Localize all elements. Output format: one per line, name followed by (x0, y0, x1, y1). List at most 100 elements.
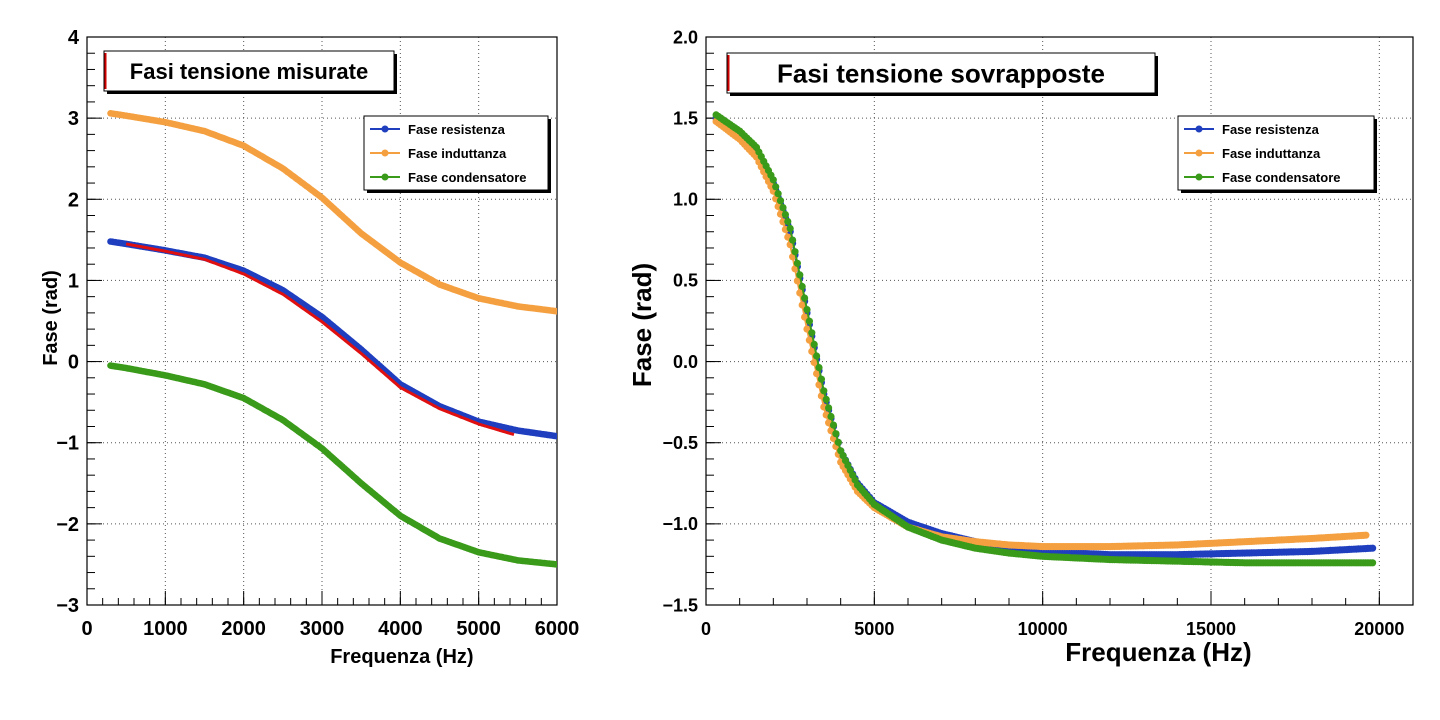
y-tick-label: −0.5 (662, 433, 698, 453)
legend-marker (1195, 173, 1203, 181)
x-tick-label: 1000 (143, 618, 188, 640)
data-point (1369, 559, 1377, 567)
data-point (820, 387, 828, 395)
plot-area (107, 110, 557, 568)
y-tick-label: −1 (56, 433, 79, 455)
data-point (801, 294, 809, 302)
series-fase-condensatore (712, 111, 1377, 567)
title-box (103, 50, 395, 92)
fit-curve-overlay (125, 242, 515, 436)
data-point (796, 289, 804, 297)
data-point (832, 430, 840, 438)
y-tick-label: −1.0 (662, 514, 698, 534)
data-point (815, 364, 823, 372)
y-axis-title: Fase (rad) (40, 270, 62, 366)
chart-panel-2: 0 5000 10000 15000 20000 −1.5 −1.0 −0.5 0.0 0.5 1.… (627, 27, 1414, 667)
data-point (781, 211, 790, 219)
data-point (813, 370, 821, 378)
data-point (786, 224, 794, 233)
x-tick-label: 0 (81, 618, 92, 640)
x-tick-label: 3000 (300, 618, 345, 640)
data-point (553, 561, 557, 568)
data-point (829, 421, 838, 429)
data-point (553, 432, 557, 440)
data-point (791, 248, 799, 256)
y-tick-label: 1 (68, 270, 79, 292)
data-point (779, 204, 787, 212)
plot-frame (705, 36, 1414, 606)
data-point (808, 329, 816, 337)
series-fase-induttanza (107, 110, 557, 315)
y-axis-title: Fase (rad) (627, 263, 657, 387)
y-tick-label: 2.0 (673, 27, 698, 47)
y-tick-label: −3 (56, 595, 79, 617)
data-point (1369, 544, 1377, 552)
chart-title: Fasi tensione sovrapposte (777, 58, 1105, 88)
data-point (772, 183, 780, 191)
y-tick-label: 1.0 (673, 190, 698, 210)
y-tick-label: 0.5 (673, 271, 698, 291)
data-point (798, 282, 806, 291)
data-point (805, 317, 814, 325)
data-point (803, 306, 811, 314)
data-point (815, 381, 823, 389)
legend-marker (1195, 149, 1203, 157)
x-tick-label: 10000 (1018, 619, 1068, 639)
x-axis-title: Frequenza (Hz) (1065, 637, 1251, 667)
data-point (796, 271, 804, 279)
y-tick-label: 1.5 (673, 108, 698, 128)
plot-area (712, 111, 1377, 567)
legend-label: Fase condensatore (408, 170, 527, 185)
data-point (776, 197, 785, 205)
data-point (817, 375, 826, 383)
x-tick-label: 2000 (221, 618, 266, 640)
data-point (769, 176, 777, 184)
data-point (825, 404, 833, 412)
x-axis-title: Frequenza (Hz) (330, 646, 473, 668)
series-fase-condensatore (107, 362, 557, 568)
y-tick-label: −2 (56, 514, 79, 536)
y-tick-label: 2 (68, 189, 79, 211)
legend-marker (381, 149, 389, 157)
data-point (813, 352, 821, 360)
data-point (827, 412, 835, 421)
data-point (784, 217, 792, 226)
title-box (726, 52, 1156, 94)
data-point (801, 313, 809, 321)
legend-label: Fase resistenza (408, 122, 506, 137)
y-tick-label: 0.0 (673, 352, 698, 372)
legend-label: Fase induttanza (1222, 146, 1321, 161)
y-tick-label: 4 (68, 27, 80, 49)
chart-panel-1: 0 1000 2000 3000 4000 5000 6000 −3 −2 −1 0 1 2 3 4 Freq… (40, 27, 579, 668)
chart-title: Fasi tensione misurate (130, 59, 368, 84)
data-point (822, 395, 830, 403)
data-point (834, 438, 842, 446)
legend-marker (381, 125, 389, 133)
plot-frame (86, 36, 558, 606)
x-tick-label: 20000 (1354, 619, 1404, 639)
data-point (791, 265, 799, 273)
data-point (793, 277, 802, 285)
data-point (798, 301, 806, 309)
x-tick-label: 5000 (456, 618, 501, 640)
y-tick-label: −1.5 (662, 595, 698, 615)
x-tick-label: 0 (701, 619, 711, 639)
legend-marker (1195, 125, 1203, 133)
data-point (1362, 531, 1370, 539)
legend-marker (381, 173, 389, 181)
x-tick-label: 4000 (378, 618, 423, 640)
data-point (808, 347, 816, 355)
legend-label: Fase induttanza (408, 146, 507, 161)
x-tick-label: 5000 (854, 619, 894, 639)
legend-label: Fase condensatore (1222, 170, 1341, 185)
data-point (553, 308, 557, 315)
x-tick-label: 15000 (1186, 619, 1236, 639)
data-point (793, 259, 802, 267)
y-tick-label: 3 (68, 108, 79, 130)
legend-label: Fase resistenza (1222, 122, 1320, 137)
data-point (774, 190, 782, 198)
data-point (810, 340, 818, 348)
data-point (789, 236, 797, 244)
